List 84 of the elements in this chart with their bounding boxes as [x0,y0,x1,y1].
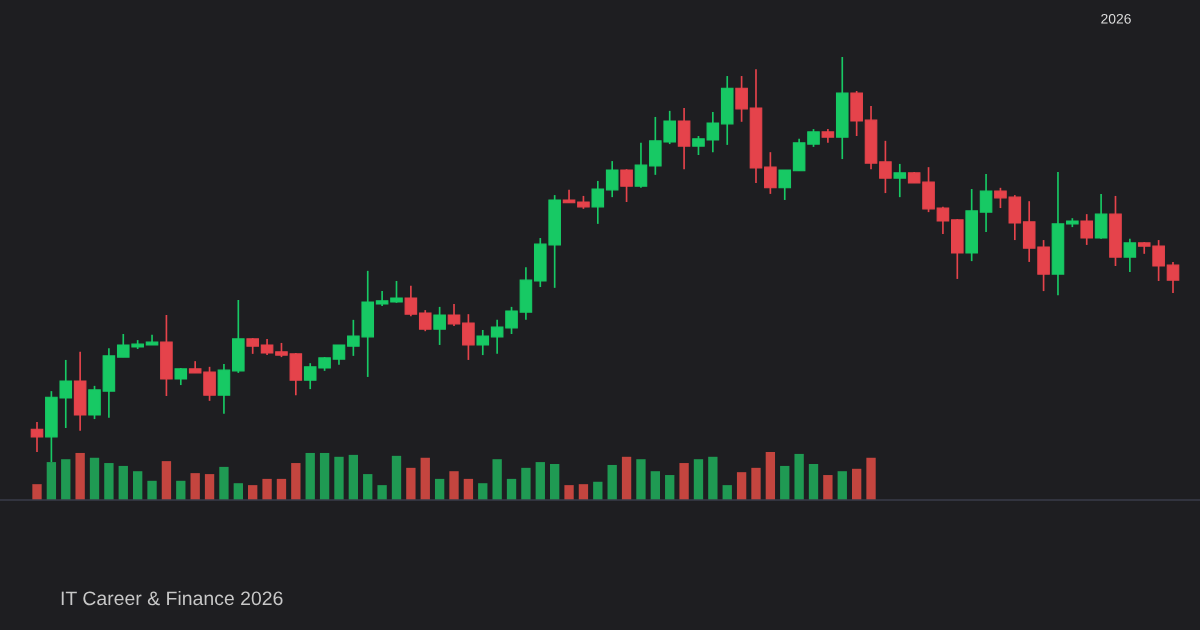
bar [851,468,862,500]
bar [837,471,847,500]
bar [434,478,445,500]
bar [420,457,430,500]
bar [348,454,359,500]
candlestick [1123,238,1137,273]
text: IT Career & Finance 2026 [61,590,283,606]
candlestick [778,169,792,201]
bar [693,459,704,500]
text: 2026 [1101,13,1131,24]
bar [636,459,646,500]
candlestick [332,344,346,366]
bar [449,471,459,500]
bar [75,452,85,500]
bar [521,467,531,500]
bar [535,462,545,500]
candlestick [605,160,619,198]
candlestick [893,163,907,198]
bar [118,465,128,500]
bar [104,463,114,500]
bar [190,473,200,500]
bar [866,457,876,500]
bar [276,478,287,500]
bar [147,480,157,500]
bar [650,471,660,500]
bar [319,452,330,500]
bar [291,463,301,500]
bar [391,455,402,500]
candlestick [591,180,605,225]
bar [794,453,804,500]
bar [176,480,186,500]
bar [262,478,272,500]
bar [665,475,675,500]
bar [708,456,718,500]
bar [233,483,243,500]
bar [823,475,833,500]
bar [463,478,474,500]
bar [377,485,387,500]
bar [363,474,373,500]
bar [132,471,143,500]
bar [61,459,71,500]
bar [780,465,790,500]
candlestick [764,151,777,195]
candlestick [1166,261,1180,294]
candlestick [433,306,446,346]
bar [808,464,819,500]
bar [765,452,776,500]
candlestick [634,142,648,189]
bar [607,464,617,500]
bar [564,485,574,500]
candlestick [462,313,475,361]
bar [305,452,315,500]
bar [334,456,344,500]
candlestick [1080,213,1094,246]
bar [89,457,100,500]
candlestick [476,329,490,356]
bar [492,459,502,500]
candlestick [447,303,461,327]
bar [506,478,517,500]
candlestick [879,139,892,194]
bar [751,467,761,500]
bar [161,461,172,500]
candlestick [30,421,44,453]
candlestick [735,75,748,123]
bar [593,481,603,500]
candlestick [418,309,432,333]
candlestick [936,206,950,235]
candlestick [620,168,633,203]
bar [406,467,416,500]
bar [248,485,258,500]
bar [736,472,747,500]
bar [478,483,488,500]
bar [679,463,689,500]
bar [578,484,589,500]
bar [722,485,732,500]
bar [621,456,632,500]
bar [32,484,42,500]
candlestick [979,173,993,233]
bar [46,462,57,500]
bar [219,466,229,500]
bar [550,464,560,500]
candlestick [1094,193,1108,240]
candlestick [404,284,418,318]
bar [204,474,215,500]
